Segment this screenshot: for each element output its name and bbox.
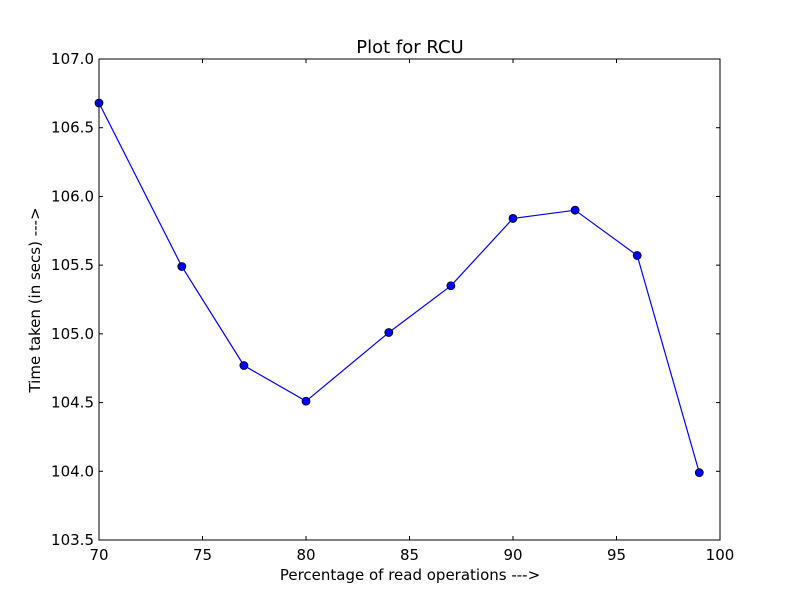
- data-point: [384, 328, 394, 337]
- x-tick-label: 95: [607, 546, 626, 564]
- x-tick-label: 85: [400, 546, 419, 564]
- x-tick-label: 70: [89, 546, 108, 564]
- x-tick-label: 80: [296, 546, 315, 564]
- y-tick-label: 105.5: [51, 256, 94, 274]
- y-tick-label: 104.0: [51, 462, 94, 480]
- y-tick-label: 104.5: [51, 394, 94, 412]
- data-point: [508, 214, 518, 223]
- data-point: [177, 262, 187, 271]
- data-point: [446, 281, 456, 291]
- plot-area: [94, 98, 704, 478]
- y-tick-label: 103.5: [51, 531, 94, 549]
- y-tick-label: 105.0: [51, 325, 94, 343]
- chart-title: Plot for RCU: [356, 37, 463, 58]
- y-tick-label: 107.0: [51, 50, 94, 68]
- x-tick-label: 100: [706, 546, 735, 564]
- data-point: [694, 468, 704, 478]
- x-tick-label: 75: [193, 546, 212, 564]
- y-tick-label: 106.5: [51, 119, 94, 137]
- axes-ticks: 70 75 80 85 90 95 100 103.5 104.0 104.5 105.0 105.5…: [51, 50, 734, 564]
- data-point: [570, 205, 580, 215]
- data-point: [632, 251, 642, 260]
- y-axis-label: Time taken (in secs) --->: [26, 207, 44, 393]
- data-point: [301, 396, 311, 406]
- x-axis-label: Percentage of read operations --->: [280, 566, 540, 584]
- x-tick-label: 90: [503, 546, 522, 564]
- data-point: [239, 361, 249, 370]
- series-line: [98, 102, 700, 473]
- y-tick-label: 106.0: [51, 187, 94, 205]
